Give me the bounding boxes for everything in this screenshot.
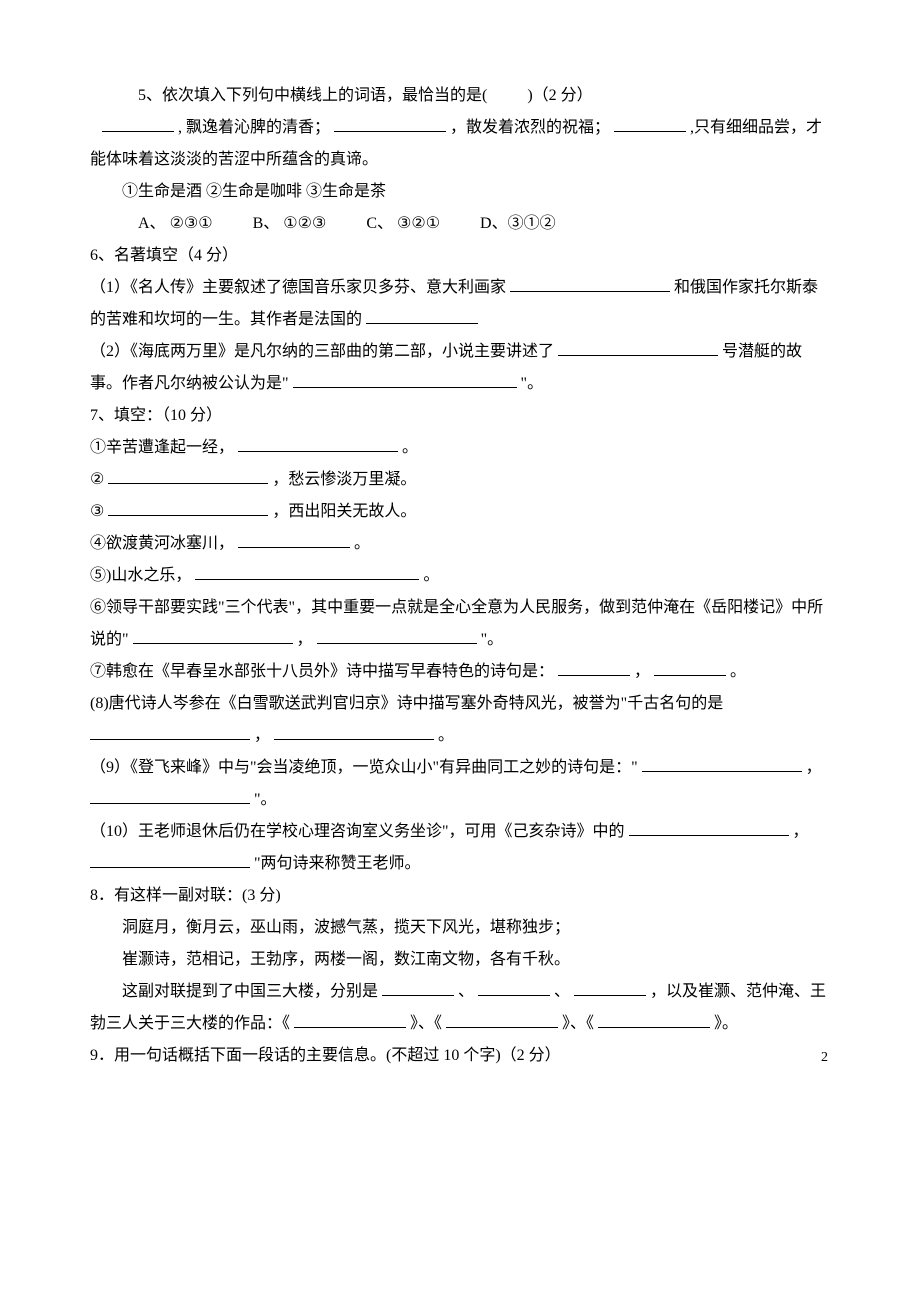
q5-options: A、 ②③① B、 ①②③ C、 ③②① D、③①② [90, 208, 830, 240]
q8-line1: 洞庭月，衡月云，巫山雨，波撼气蒸，揽天下风光，堪称独步； [90, 912, 830, 944]
q7-1a: ①辛苦遭逢起一经， [90, 439, 234, 456]
q7-3-blank [108, 499, 268, 516]
q7-10c: "两句诗来称赞王老师。 [254, 855, 421, 872]
page-number: 2 [821, 1044, 828, 1072]
q7-8a: (8)唐代诗人岑参在《白雪歌送武判官归京》诗中描写塞外奇特风光，被誉为"千古名句… [90, 695, 723, 712]
q7-6-blank2 [317, 627, 477, 644]
q7-8-blank2 [274, 723, 434, 740]
q5-stem: 5、依次填入下列句中横线上的词语，最恰当的是( )（2 分） [90, 80, 830, 112]
q7-7: ⑦韩愈在《早春呈水部张十八员外》诗中描写早春特色的诗句是： ， 。 [90, 656, 830, 688]
q7-4a: ④欲渡黄河冰塞川， [90, 535, 234, 552]
q7-10a: （10）王老师退休后仍在学校心理咨询室义务坐诊"，可用《己亥杂诗》中的 [90, 823, 625, 840]
q8-blank-4 [294, 1011, 406, 1028]
q6-p2a: （2）《海底两万里》是凡尔纳的三部曲的第二部，小说主要讲述了 [90, 343, 554, 360]
q7-5: ⑤)山水之乐， 。 [90, 560, 830, 592]
q7-4-blank [238, 531, 350, 548]
q7-3b: ，西出阳关无故人。 [272, 503, 416, 520]
q7-4b: 。 [354, 535, 370, 552]
q8-blank-1 [382, 979, 454, 996]
q7-9a: （9）《登飞来峰》中与"会当凌绝顶，一览众山小"有异曲同工之妙的诗句是：" [90, 759, 638, 776]
q7-9c: "。 [254, 791, 277, 808]
q6-part2: （2）《海底两万里》是凡尔纳的三部曲的第二部，小说主要讲述了 号潜艇的故事。作者… [90, 336, 830, 400]
q7-3a: ③ [90, 503, 104, 520]
q8-blank-3 [574, 979, 646, 996]
q5-choices-numbered: ①生命是酒 ②生命是咖啡 ③生命是茶 [90, 176, 830, 208]
optA-v: ②③① [170, 215, 213, 232]
q7-7-blank2 [654, 659, 726, 676]
optC-l: C、 [366, 215, 393, 232]
q7-8c: 。 [438, 727, 454, 744]
q8-blank-6 [598, 1011, 710, 1028]
q7-4: ④欲渡黄河冰塞川， 。 [90, 528, 830, 560]
q7-7c: 。 [730, 663, 746, 680]
q8-blank-5 [446, 1011, 558, 1028]
q5-blank-2 [334, 115, 446, 132]
q7-6-blank1 [133, 627, 293, 644]
q7-9b: ， [806, 759, 822, 776]
q7-7b: ， [634, 663, 650, 680]
optD: D、③①② [480, 215, 556, 232]
q6-p1a: （1）《名人传》主要叙述了德国音乐家贝多芬、意大利画家 [90, 279, 506, 296]
q8-blank-2 [478, 979, 550, 996]
q5-sentence: , 飘逸着沁脾的清香； ，散发着浓烈的祝福； ,只有细细品尝，才能体味着这淡淡的… [90, 112, 830, 176]
q7-8-blank1 [90, 723, 250, 740]
q7-2a: ② [90, 471, 104, 488]
q5-blank-1 [102, 115, 174, 132]
q7-1: ①辛苦遭逢起一经， 。 [90, 432, 830, 464]
q7-2-blank [108, 467, 268, 484]
q7-7a: ⑦韩愈在《早春呈水部张十八员外》诗中描写早春特色的诗句是： [90, 663, 554, 680]
optA-l: A、 [138, 215, 166, 232]
q7-2b: ，愁云惨淡万里凝。 [272, 471, 416, 488]
q5-stem-b: )（2 分） [527, 87, 592, 104]
q8-wsep2: 》、《 [562, 1015, 594, 1032]
q7-10b: ， [793, 823, 809, 840]
q7-6b: ， [297, 631, 313, 648]
q6-p2c: "。 [521, 375, 544, 392]
q7-9-blank1 [642, 755, 802, 772]
q8-line2: 崔灏诗，范相记，王勃序，两楼一阁，数江南文物，各有千秋。 [90, 944, 830, 976]
q7-6: ⑥领导干部要实践"三个代表"，其中重要一点就是全心全意为人民服务，做到范仲淹在《… [90, 592, 830, 656]
q7-8b: ， [254, 727, 270, 744]
q7-7-blank1 [558, 659, 630, 676]
q7-5b: 。 [423, 567, 439, 584]
q6-blank-2 [366, 307, 478, 324]
q7-2: ② ，愁云惨淡万里凝。 [90, 464, 830, 496]
optC-v: ③②① [397, 215, 440, 232]
q7-5-blank [195, 563, 419, 580]
q6-part1: （1）《名人传》主要叙述了德国音乐家贝多芬、意大利画家 和俄国作家托尔斯泰的苦难… [90, 272, 830, 336]
q7-1-blank [238, 435, 398, 452]
q8-wend: 》。 [714, 1015, 738, 1032]
q9-title: 9．用一句话概括下面一段话的主要信息。(不超过 10 个字)（2 分） [90, 1040, 830, 1072]
q5-seg-a: , 飘逸着沁脾的清香； [178, 119, 330, 136]
q8-sep2: 、 [554, 983, 570, 1000]
document-page: 5、依次填入下列句中横线上的词语，最恰当的是( )（2 分） , 飘逸着沁脾的清… [0, 0, 920, 1112]
q7-9: （9）《登飞来峰》中与"会当凌绝顶，一览众山小"有异曲同工之妙的诗句是：" ， … [90, 752, 830, 816]
q7-10-blank2 [90, 851, 250, 868]
q5-stem-a: 5、依次填入下列句中横线上的词语，最恰当的是( [138, 87, 487, 104]
q5-seg-b: ，散发着浓烈的祝福； [450, 119, 610, 136]
q7-title: 7、填空：（10 分） [90, 400, 830, 432]
q7-10-blank1 [629, 819, 789, 836]
q5-blank-3 [614, 115, 686, 132]
q8-wsep1: 》、《 [410, 1015, 442, 1032]
q7-5a: ⑤)山水之乐， [90, 567, 191, 584]
q7-8: (8)唐代诗人岑参在《白雪歌送武判官归京》诗中描写塞外奇特风光，被誉为"千古名句… [90, 688, 830, 752]
q8-line3: 这副对联提到了中国三大楼，分别是 、 、 ，以及崔灏、范仲淹、王勃三人关于三大楼… [90, 976, 830, 1040]
q7-1b: 。 [402, 439, 418, 456]
optB-l: B、 [253, 215, 280, 232]
q8-l3a: 这副对联提到了中国三大楼，分别是 [122, 983, 378, 1000]
q6-title: 6、名著填空（4 分） [90, 240, 830, 272]
q7-6c: "。 [481, 631, 504, 648]
q7-10: （10）王老师退休后仍在学校心理咨询室义务坐诊"，可用《己亥杂诗》中的 ， "两… [90, 816, 830, 880]
q8-sep1: 、 [458, 983, 474, 1000]
q6-blank-4 [293, 371, 517, 388]
q8-title: 8．有这样一副对联：(3 分) [90, 880, 830, 912]
q7-9-blank2 [90, 787, 250, 804]
q7-3: ③ ，西出阳关无故人。 [90, 496, 830, 528]
q6-blank-3 [558, 339, 718, 356]
optB-v: ①②③ [283, 215, 326, 232]
q6-blank-1 [510, 275, 670, 292]
